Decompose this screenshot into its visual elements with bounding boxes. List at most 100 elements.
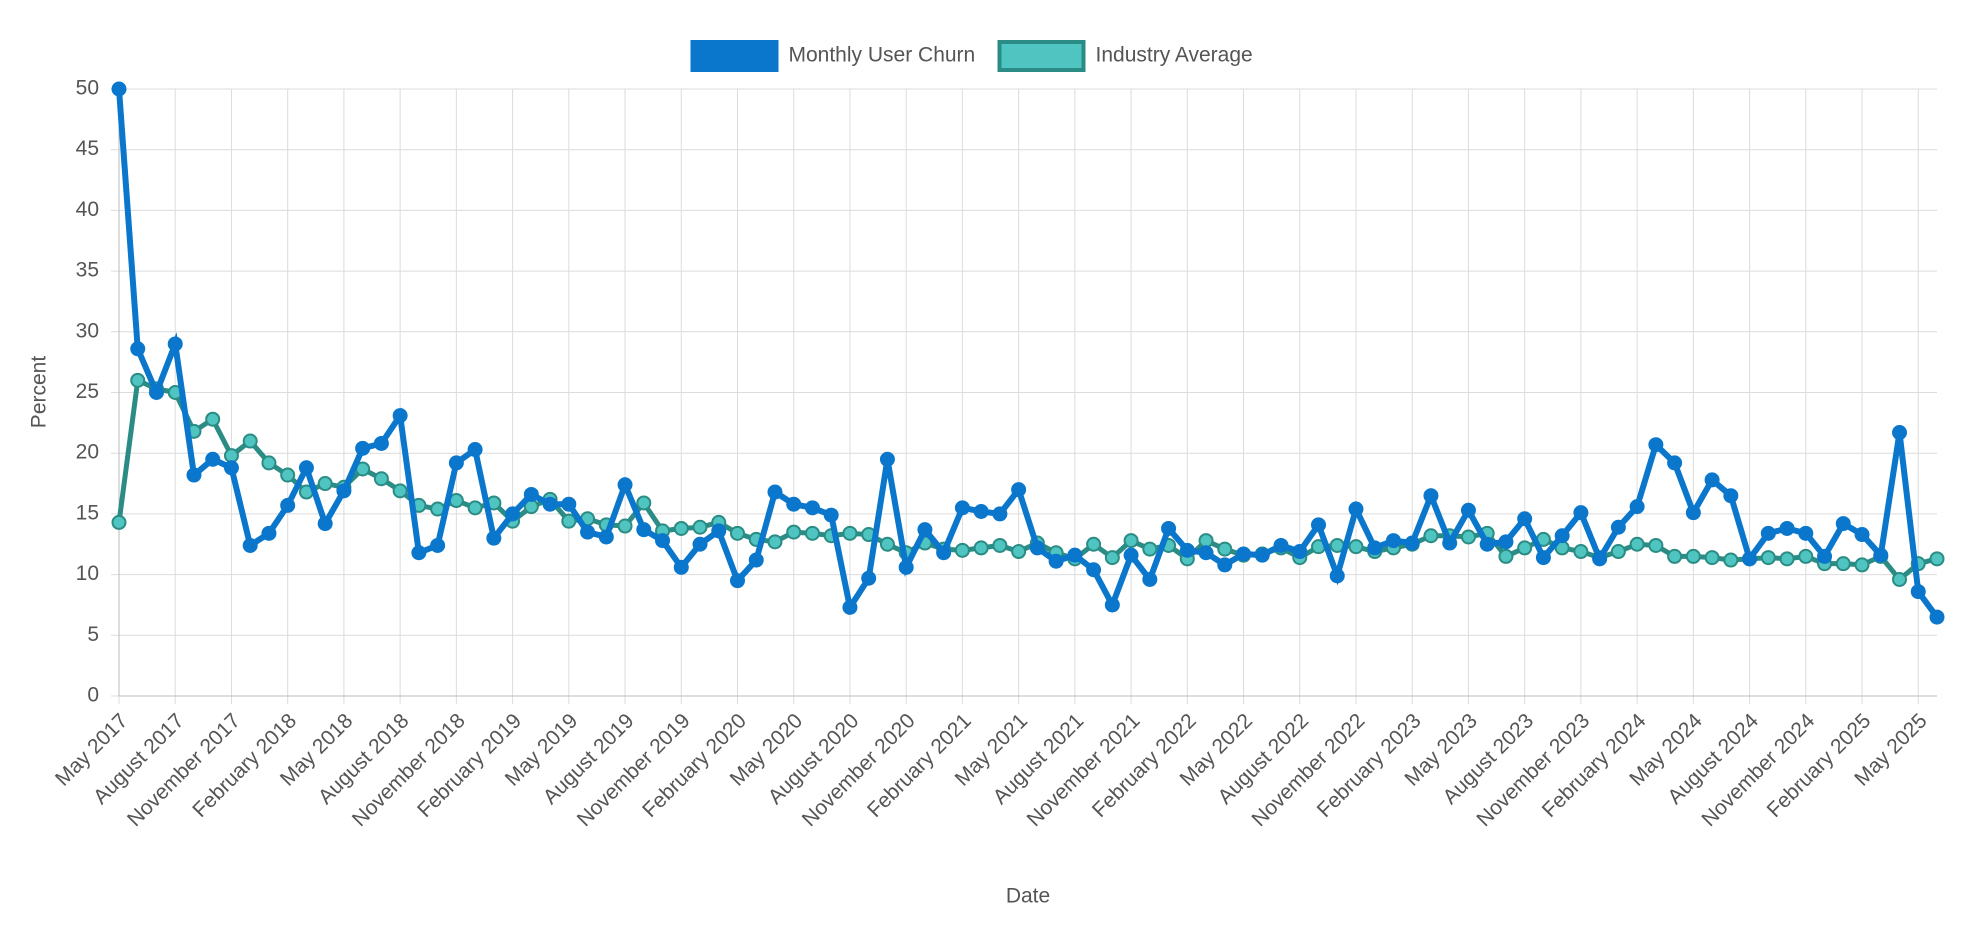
data-point [1629, 536, 1645, 552]
data-point [729, 525, 745, 541]
data-point [1348, 539, 1364, 555]
data-point [1835, 556, 1851, 572]
data-point [1779, 551, 1795, 567]
data-point [1011, 482, 1027, 498]
legend-swatch [997, 40, 1086, 72]
data-point [954, 500, 970, 516]
y-tick-label: 20 [76, 441, 99, 464]
data-point [598, 529, 614, 545]
data-point [655, 533, 671, 549]
data-point [711, 523, 727, 539]
data-point [130, 341, 146, 357]
data-point [673, 559, 689, 575]
data-point [1610, 544, 1626, 560]
data-point [1873, 547, 1889, 563]
data-point [1460, 502, 1476, 518]
series-line [116, 376, 1938, 584]
data-point [1236, 546, 1252, 562]
data-point [786, 496, 802, 512]
data-point [879, 451, 895, 467]
data-point [1910, 584, 1926, 600]
data-point [1742, 551, 1758, 567]
data-point [223, 460, 239, 476]
data-point [1104, 550, 1120, 566]
data-point [1460, 529, 1476, 545]
data-point [1123, 533, 1139, 549]
data-point [917, 522, 933, 538]
data-point [1760, 525, 1776, 541]
data-point [392, 483, 408, 499]
data-point [1329, 568, 1345, 584]
data-point [1573, 505, 1589, 521]
data-point [505, 506, 521, 522]
data-point [842, 599, 858, 615]
data-point [1817, 548, 1833, 564]
data-point [1442, 535, 1458, 551]
data-point [111, 81, 127, 97]
y-tick-label: 40 [76, 198, 99, 221]
data-point [992, 537, 1008, 553]
data-point [448, 455, 464, 471]
data-point [1517, 511, 1533, 527]
data-point [1217, 541, 1233, 557]
data-point [1479, 536, 1495, 552]
data-point [1198, 545, 1214, 561]
data-point [1648, 437, 1664, 453]
data-point [692, 519, 708, 535]
data-point [898, 559, 914, 575]
data-point [223, 448, 239, 464]
y-tick-label: 5 [87, 623, 99, 646]
data-point [1142, 541, 1158, 557]
data-point [280, 467, 296, 483]
data-point [280, 497, 296, 513]
data-point [411, 545, 427, 561]
data-point [1029, 540, 1045, 556]
data-point [1704, 472, 1720, 488]
data-point [1554, 528, 1570, 544]
data-point [1254, 547, 1270, 563]
data-point [692, 536, 708, 552]
data-point [561, 513, 577, 529]
data-point [804, 500, 820, 516]
y-axis-title: Percent [28, 356, 51, 429]
data-point [729, 573, 745, 589]
data-point [580, 524, 596, 540]
data-point [205, 451, 221, 467]
x-axis-title: Date [1006, 885, 1050, 908]
data-point [1648, 537, 1664, 553]
y-tick-label: 0 [87, 684, 99, 707]
data-point [1423, 528, 1439, 544]
data-point [1104, 597, 1120, 613]
data-point [1929, 551, 1945, 567]
data-point [1685, 505, 1701, 521]
data-point [823, 507, 839, 523]
data-point [1798, 548, 1814, 564]
data-point [1573, 544, 1589, 560]
data-point [1123, 547, 1139, 563]
y-tick-label: 45 [76, 137, 99, 160]
data-point [467, 500, 483, 516]
data-point [1667, 455, 1683, 471]
y-tick-label: 35 [76, 259, 99, 282]
data-point [1067, 547, 1083, 563]
data-point [992, 506, 1008, 522]
data-point [1498, 548, 1514, 564]
data-point [1086, 562, 1102, 578]
data-point [261, 455, 277, 471]
data-point [167, 336, 183, 352]
data-point [1292, 544, 1308, 560]
series-line [116, 88, 1940, 619]
data-point [1011, 544, 1027, 560]
data-point [861, 570, 877, 586]
data-point [879, 536, 895, 552]
data-point [542, 496, 558, 512]
y-tick-label: 30 [76, 319, 99, 342]
data-point [1367, 540, 1383, 556]
data-point [486, 530, 502, 546]
data-point [1348, 501, 1364, 517]
data-point [1498, 534, 1514, 550]
data-point [1404, 535, 1420, 551]
data-point [973, 540, 989, 556]
data-point [561, 496, 577, 512]
